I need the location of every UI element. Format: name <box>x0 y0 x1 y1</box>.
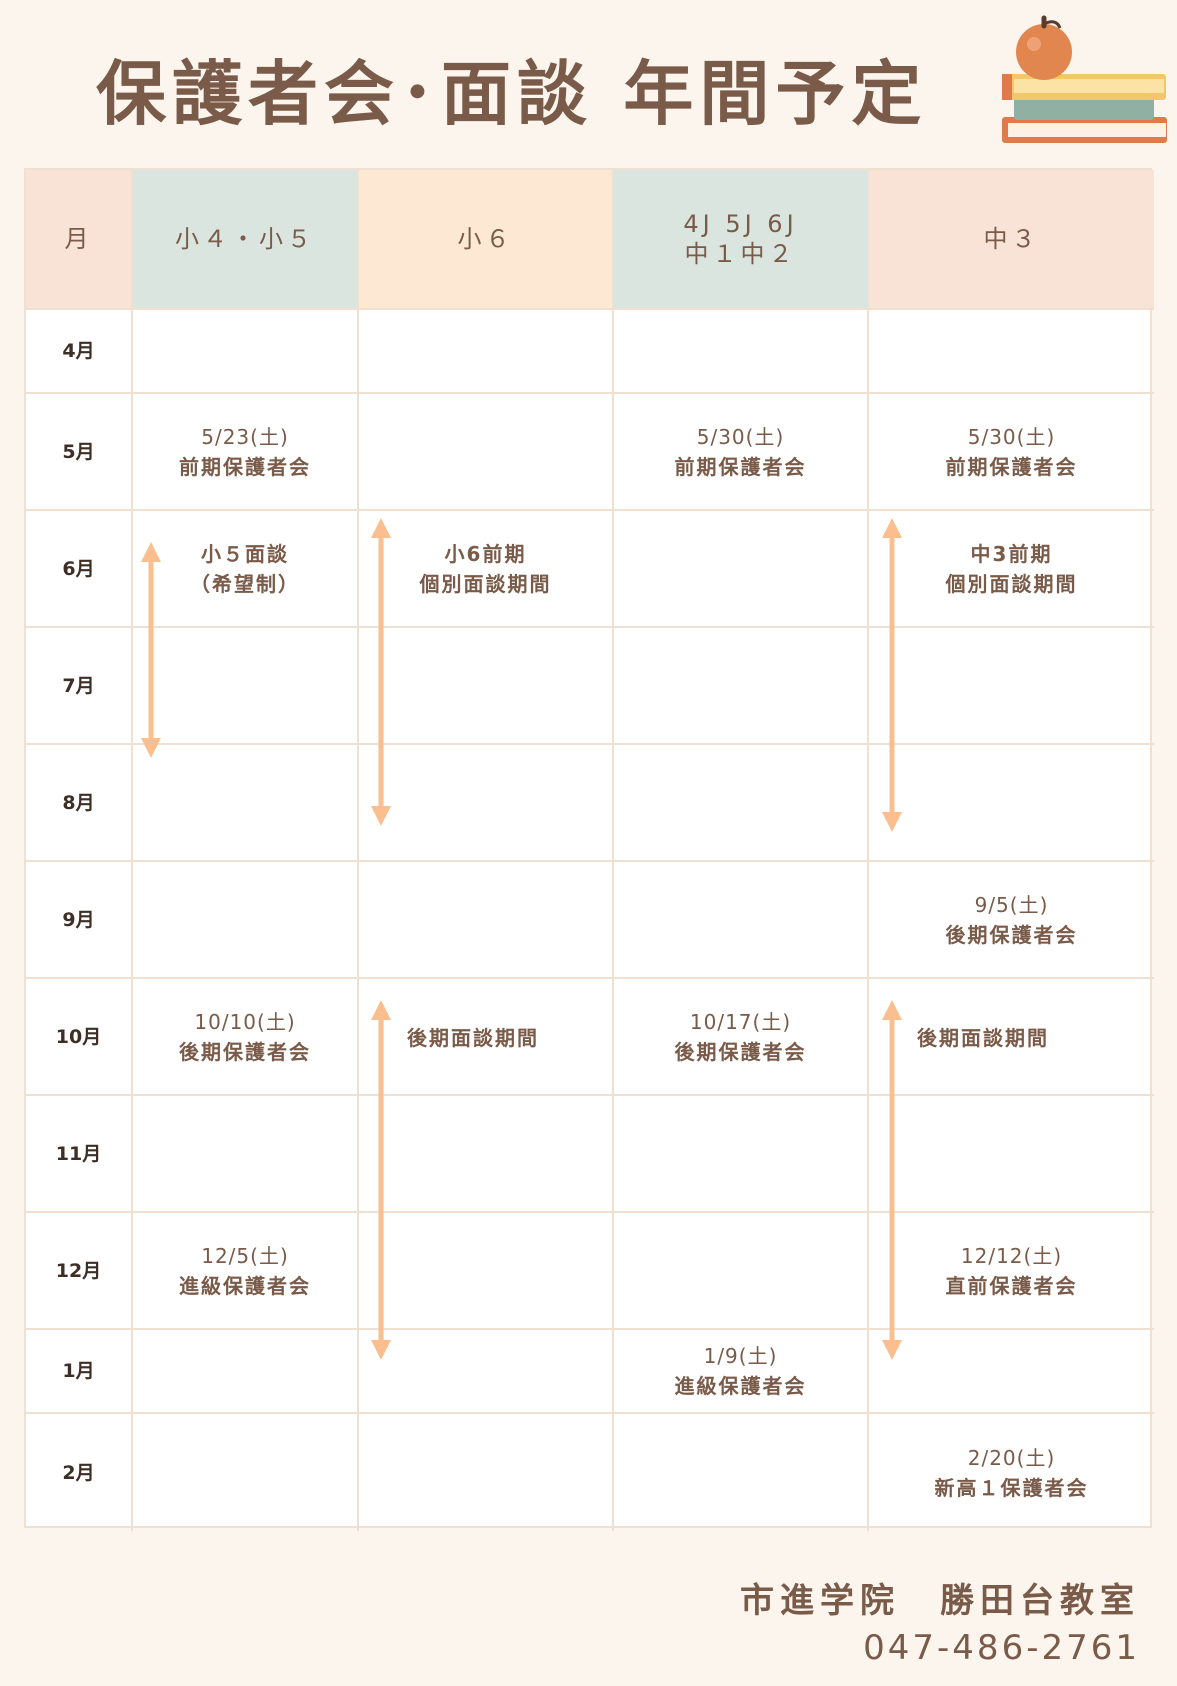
cell-jun-chu3: 中3前期 個別面談期間 <box>869 511 1154 628</box>
cell-jan-chu3 <box>869 1330 1154 1414</box>
event-date: 2/20(土) <box>967 1445 1056 1470</box>
month-apr: 4月 <box>26 310 133 394</box>
event-date: 1/9(土) <box>703 1344 778 1368</box>
event-label: 個別面談期間 <box>419 572 552 596</box>
cell-may-chu3: 5/30(土) 前期保護者会 <box>869 394 1154 511</box>
cell-nov-chu3 <box>869 1096 1154 1213</box>
cell-sep-chu12 <box>614 862 869 979</box>
cell-dec-sho45: 12/5(土) 進級保護者会 <box>133 1213 359 1330</box>
month-dec: 12月 <box>26 1213 133 1330</box>
cell-jun-sho45: 小５面談 （希望制） <box>133 511 359 628</box>
month-jan: 1月 <box>26 1330 133 1414</box>
cell-nov-chu12 <box>614 1096 869 1213</box>
event-label: 後期保護者会 <box>674 1039 807 1064</box>
cell-apr-sho45 <box>133 310 359 394</box>
header-chu12-line1: 4J 5J 6J <box>683 210 798 238</box>
month-feb: 2月 <box>26 1414 133 1531</box>
event-label: 小５面談 <box>201 542 289 566</box>
cell-aug-chu12 <box>614 745 869 862</box>
cell-jan-chu12: 1/9(土) 進級保護者会 <box>614 1330 869 1414</box>
event-date: 5/30(土) <box>696 424 785 449</box>
cell-sep-sho45 <box>133 862 359 979</box>
header-chu3: 中３ <box>869 170 1154 310</box>
event-label: 後期面談期間 <box>407 1026 539 1050</box>
cell-jul-sho6 <box>359 628 614 745</box>
cell-apr-chu12 <box>614 310 869 394</box>
event-label: 小6前期 <box>444 542 527 566</box>
cell-nov-sho6 <box>359 1096 614 1213</box>
cell-apr-sho6 <box>359 310 614 394</box>
cell-jul-chu12 <box>614 628 869 745</box>
event-date: 5/30(土) <box>967 424 1056 449</box>
event-note: （希望制） <box>190 572 300 596</box>
event-label: 後期面談期間 <box>917 1026 1049 1050</box>
event-label: 進級保護者会 <box>179 1273 311 1298</box>
cell-apr-chu3 <box>869 310 1154 394</box>
event-date: 10/10(土) <box>194 1009 296 1034</box>
month-sep: 9月 <box>26 862 133 979</box>
event-date: 5/23(土) <box>201 424 289 449</box>
cell-may-sho45: 5/23(土) 前期保護者会 <box>133 394 359 511</box>
cell-jul-chu3 <box>869 628 1154 745</box>
event-date: 9/5(土) <box>974 892 1049 917</box>
header-month: 月 <box>26 170 133 310</box>
header-chu12: 4J 5J 6J 中１中２ <box>614 170 869 310</box>
cell-sep-chu3: 9/5(土) 後期保護者会 <box>869 862 1154 979</box>
month-jul: 7月 <box>26 628 133 745</box>
cell-jun-sho6: 小6前期 個別面談期間 <box>359 511 614 628</box>
event-label: 新高１保護者会 <box>934 1475 1089 1500</box>
event-label: 前期保護者会 <box>674 454 807 479</box>
cell-oct-chu3: 後期面談期間 <box>869 979 1154 1096</box>
cell-aug-sho6 <box>359 745 614 862</box>
cell-jan-sho6 <box>359 1330 614 1414</box>
cell-jan-sho45 <box>133 1330 359 1414</box>
cell-nov-sho45 <box>133 1096 359 1213</box>
cell-aug-sho45 <box>133 745 359 862</box>
cell-sep-sho6 <box>359 862 614 979</box>
month-jun: 6月 <box>26 511 133 628</box>
header-chu12-line2: 中１中２ <box>684 240 797 268</box>
phone-number: 047-486-2761 <box>863 1628 1140 1668</box>
cell-dec-sho6 <box>359 1213 614 1330</box>
cell-feb-chu12 <box>614 1414 869 1531</box>
cell-jun-chu12 <box>614 511 869 628</box>
books-with-apple-icon <box>1002 15 1167 143</box>
event-label: 個別面談期間 <box>945 572 1078 596</box>
school-name: 市進学院 勝田台教室 <box>740 1581 1140 1621</box>
event-label: 中3前期 <box>970 542 1053 566</box>
cell-dec-chu12 <box>614 1213 869 1330</box>
cell-feb-sho6 <box>359 1414 614 1531</box>
cell-may-chu12: 5/30(土) 前期保護者会 <box>614 394 869 511</box>
cell-may-sho6 <box>359 394 614 511</box>
event-label: 後期保護者会 <box>179 1039 311 1064</box>
event-date: 10/17(土) <box>689 1009 792 1034</box>
cell-oct-sho6: 後期面談期間 <box>359 979 614 1096</box>
cell-feb-sho45 <box>133 1414 359 1531</box>
month-may: 5月 <box>26 394 133 511</box>
header-sho6: 小６ <box>359 170 614 310</box>
event-label: 前期保護者会 <box>945 454 1078 479</box>
event-date: 12/5(土) <box>201 1243 289 1268</box>
cell-oct-chu12: 10/17(土) 後期保護者会 <box>614 979 869 1096</box>
month-nov: 11月 <box>26 1096 133 1213</box>
month-aug: 8月 <box>26 745 133 862</box>
page-title: 保護者会･面談 年間予定 <box>96 53 928 135</box>
event-label: 直前保護者会 <box>945 1273 1078 1298</box>
cell-jul-sho45 <box>133 628 359 745</box>
cell-aug-chu3 <box>869 745 1154 862</box>
event-date: 12/12(土) <box>960 1243 1063 1268</box>
cell-oct-sho45: 10/10(土) 後期保護者会 <box>133 979 359 1096</box>
event-label: 進級保護者会 <box>674 1374 807 1398</box>
event-label: 後期保護者会 <box>945 922 1078 947</box>
cell-dec-chu3: 12/12(土) 直前保護者会 <box>869 1213 1154 1330</box>
schedule-table: 月 小４・小５ 小６ 4J 5J 6J 中１中２ 中３ 4月 5月 5/23(土… <box>24 168 1154 1531</box>
header-sho45: 小４・小５ <box>133 170 359 310</box>
event-label: 前期保護者会 <box>179 454 311 479</box>
month-oct: 10月 <box>26 979 133 1096</box>
cell-feb-chu3: 2/20(土) 新高１保護者会 <box>869 1414 1154 1531</box>
